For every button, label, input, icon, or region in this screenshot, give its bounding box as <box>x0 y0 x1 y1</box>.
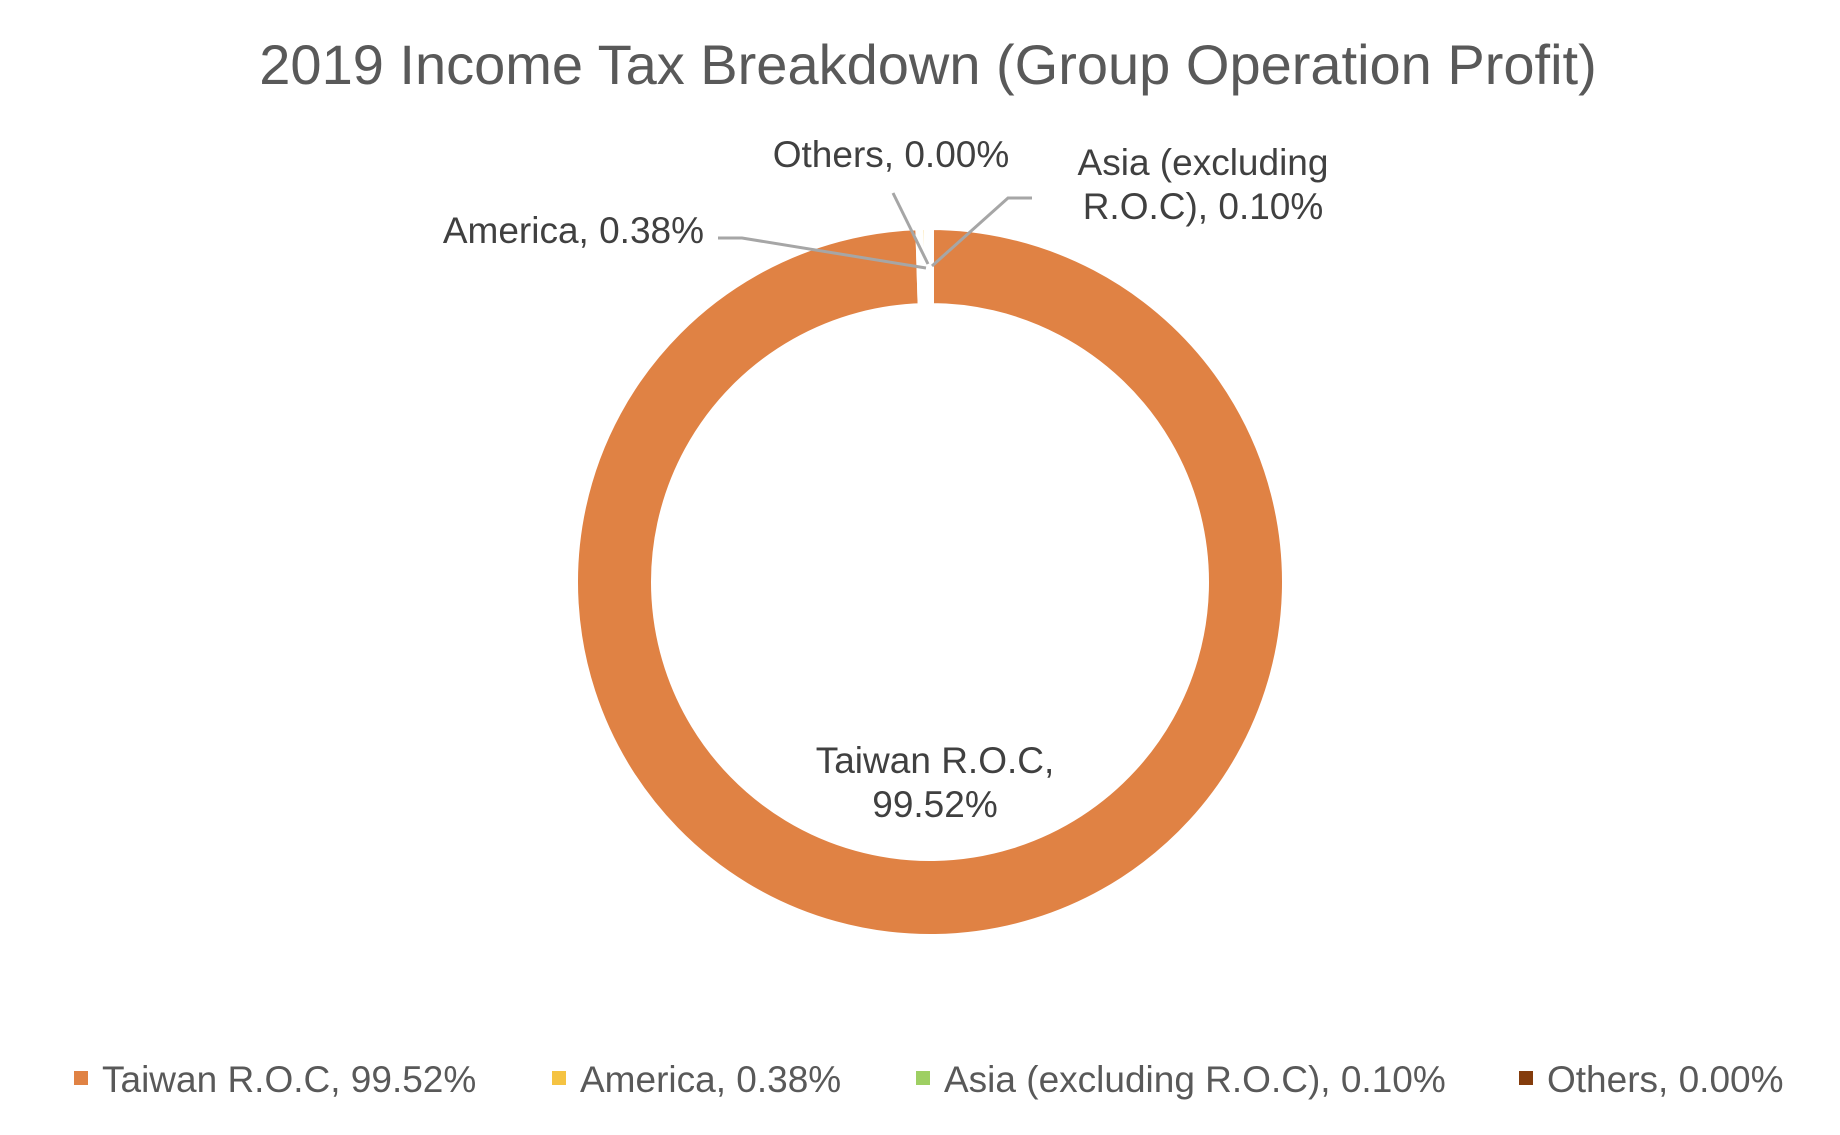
legend-item-taiwan-r-o-c: Taiwan R.O.C, 99.52% <box>74 1059 476 1100</box>
leader-lines <box>718 192 1032 270</box>
data-label-asia-excluding-r-o-c: Asia (excluding R.O.C), 0.10% <box>1078 142 1329 227</box>
legend-swatch <box>552 1071 566 1085</box>
legend-swatch <box>74 1071 88 1085</box>
legend: Taiwan R.O.C, 99.52% America, 0.38% Asia (… <box>74 1059 1784 1100</box>
legend-label: Taiwan R.O.C, 99.52% <box>102 1059 476 1100</box>
data-label-others-line: Others, 0.00% <box>773 134 1010 175</box>
legend-swatch <box>1519 1071 1533 1085</box>
chart-title: 2019 Income Tax Breakdown (Group Operati… <box>259 33 1596 96</box>
legend-label: America, 0.38% <box>580 1059 841 1100</box>
legend-item-america: America, 0.38% <box>552 1059 841 1100</box>
legend-item-asia-excluding-r-o-c: Asia (excluding R.O.C), 0.10% <box>916 1059 1446 1100</box>
leader-line-asia-excluding-r-o-c <box>930 196 1032 268</box>
doughnut-slices <box>570 221 1290 942</box>
data-label-taiwan-r-o-c-line: Taiwan R.O.C, <box>816 740 1055 781</box>
legend-item-others: Others, 0.00% <box>1519 1059 1784 1100</box>
data-label-taiwan-r-o-c-line: 99.52% <box>872 784 998 825</box>
data-label-others: Others, 0.00% <box>773 134 1010 175</box>
legend-swatch <box>916 1071 930 1085</box>
legend-label: Asia (excluding R.O.C), 0.10% <box>944 1059 1446 1100</box>
data-label-taiwan-r-o-c: Taiwan R.O.C, 99.52% <box>816 740 1055 825</box>
legend-label: Others, 0.00% <box>1547 1059 1784 1100</box>
data-label-asia-excluding-r-o-c-line: Asia (excluding <box>1078 142 1329 183</box>
data-label-america-line: America, 0.38% <box>443 210 704 251</box>
slice-asia-excluding-r-o-c <box>923 221 934 312</box>
data-label-asia-excluding-r-o-c-line: R.O.C), 0.10% <box>1083 186 1324 227</box>
slice-taiwan-r-o-c <box>570 221 1290 942</box>
data-label-america: America, 0.38% <box>443 210 704 251</box>
data-labels: Taiwan R.O.C, 99.52% America, 0.38% Asia (e… <box>443 134 1329 825</box>
leader-line-america <box>718 236 927 270</box>
leader-line-others <box>891 192 930 265</box>
